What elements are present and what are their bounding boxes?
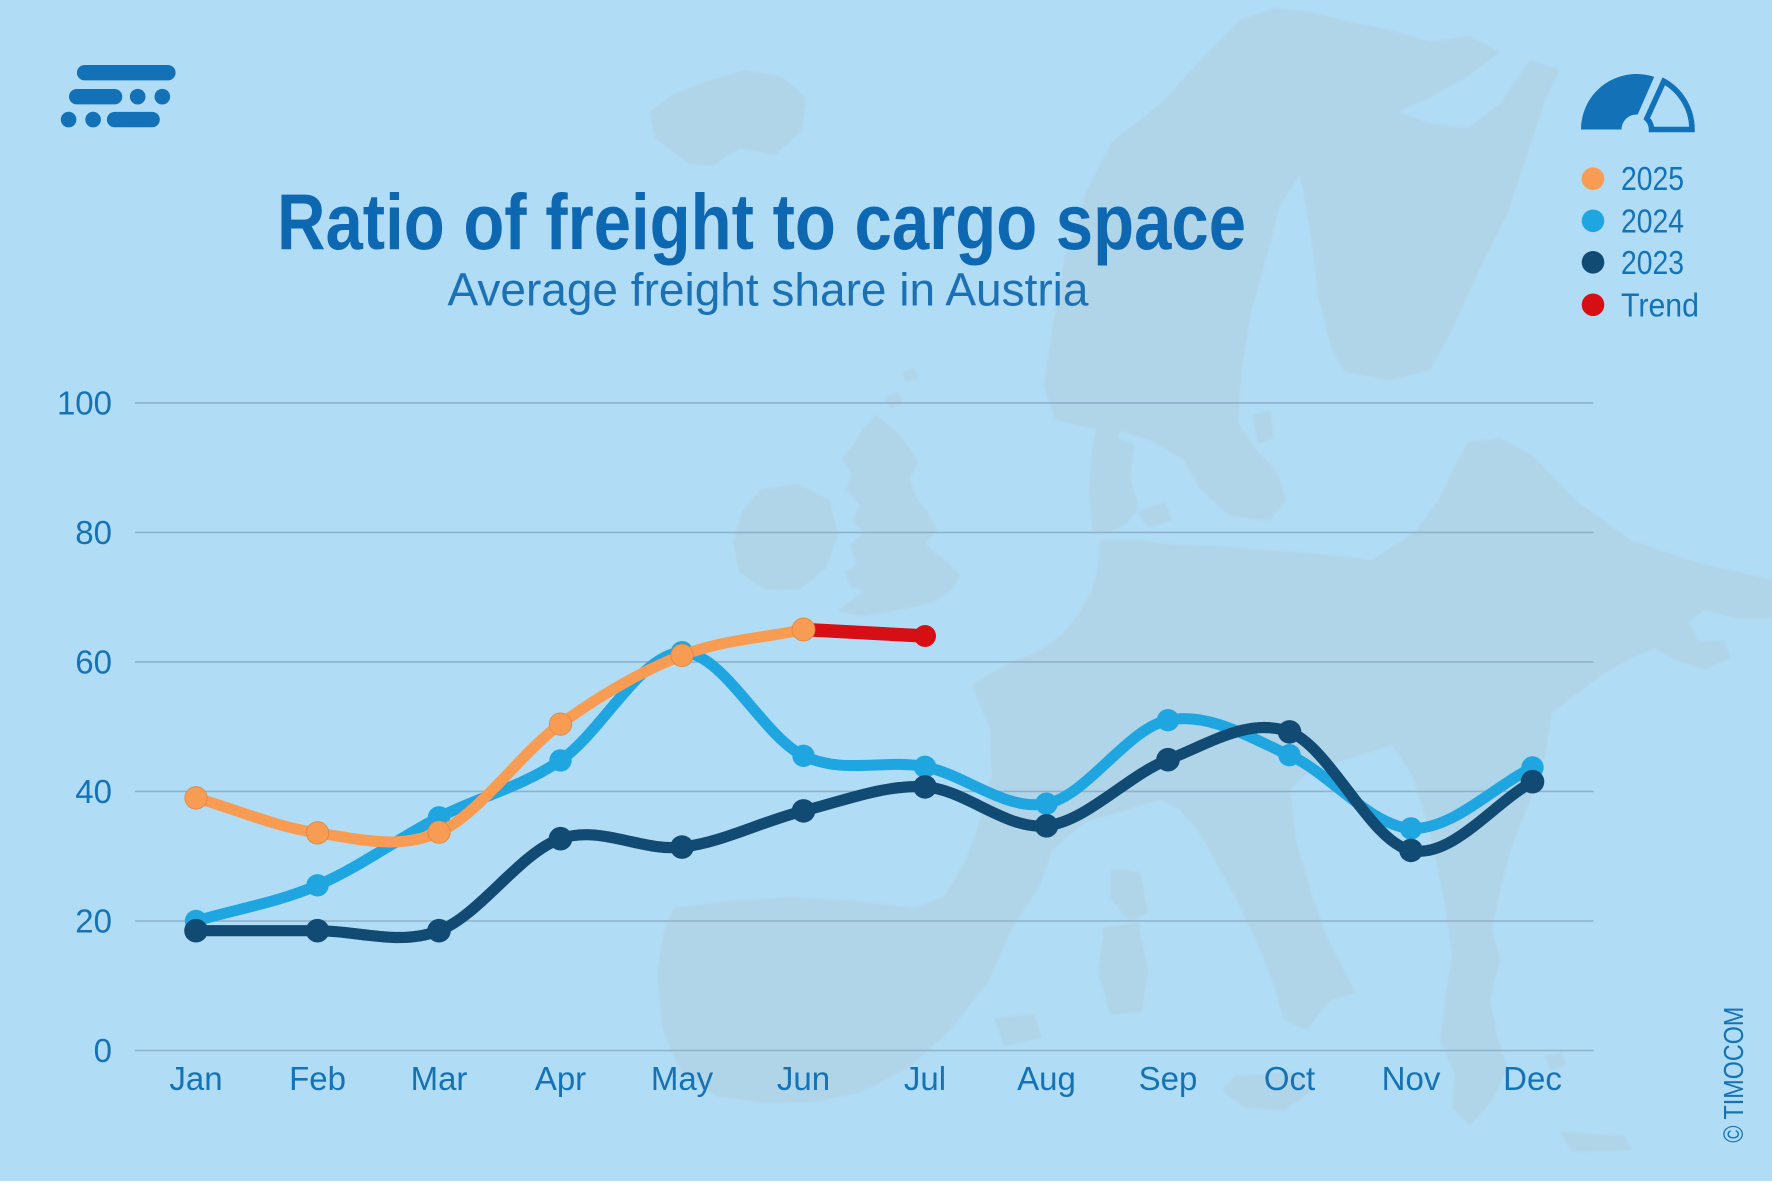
svg-text:May: May — [651, 1060, 714, 1097]
svg-text:Jan: Jan — [169, 1060, 222, 1097]
svg-text:Feb: Feb — [289, 1060, 346, 1097]
svg-text:2023: 2023 — [1621, 244, 1684, 281]
svg-text:© TIMOCOM: © TIMOCOM — [1718, 1007, 1749, 1143]
svg-text:Sep: Sep — [1139, 1060, 1198, 1097]
svg-text:80: 80 — [75, 514, 112, 551]
svg-text:Mar: Mar — [411, 1060, 468, 1097]
svg-text:Jul: Jul — [904, 1060, 946, 1097]
svg-text:Jun: Jun — [777, 1060, 830, 1097]
svg-text:Oct: Oct — [1264, 1060, 1315, 1097]
svg-text:0: 0 — [94, 1032, 112, 1069]
svg-text:Ratio of freight to cargo spac: Ratio of freight to cargo space — [277, 177, 1246, 266]
svg-text:Average freight share in Austr: Average freight share in Austria — [448, 264, 1089, 316]
svg-text:40: 40 — [75, 773, 112, 810]
svg-text:2024: 2024 — [1621, 202, 1684, 239]
svg-text:Aug: Aug — [1017, 1060, 1076, 1097]
svg-text:100: 100 — [57, 384, 112, 421]
svg-text:20: 20 — [75, 903, 112, 940]
svg-text:Trend: Trend — [1621, 286, 1699, 323]
svg-text:60: 60 — [75, 643, 112, 680]
svg-text:2025: 2025 — [1621, 160, 1684, 197]
svg-text:Nov: Nov — [1382, 1060, 1441, 1097]
svg-text:Dec: Dec — [1503, 1060, 1562, 1097]
svg-text:Apr: Apr — [535, 1060, 586, 1097]
